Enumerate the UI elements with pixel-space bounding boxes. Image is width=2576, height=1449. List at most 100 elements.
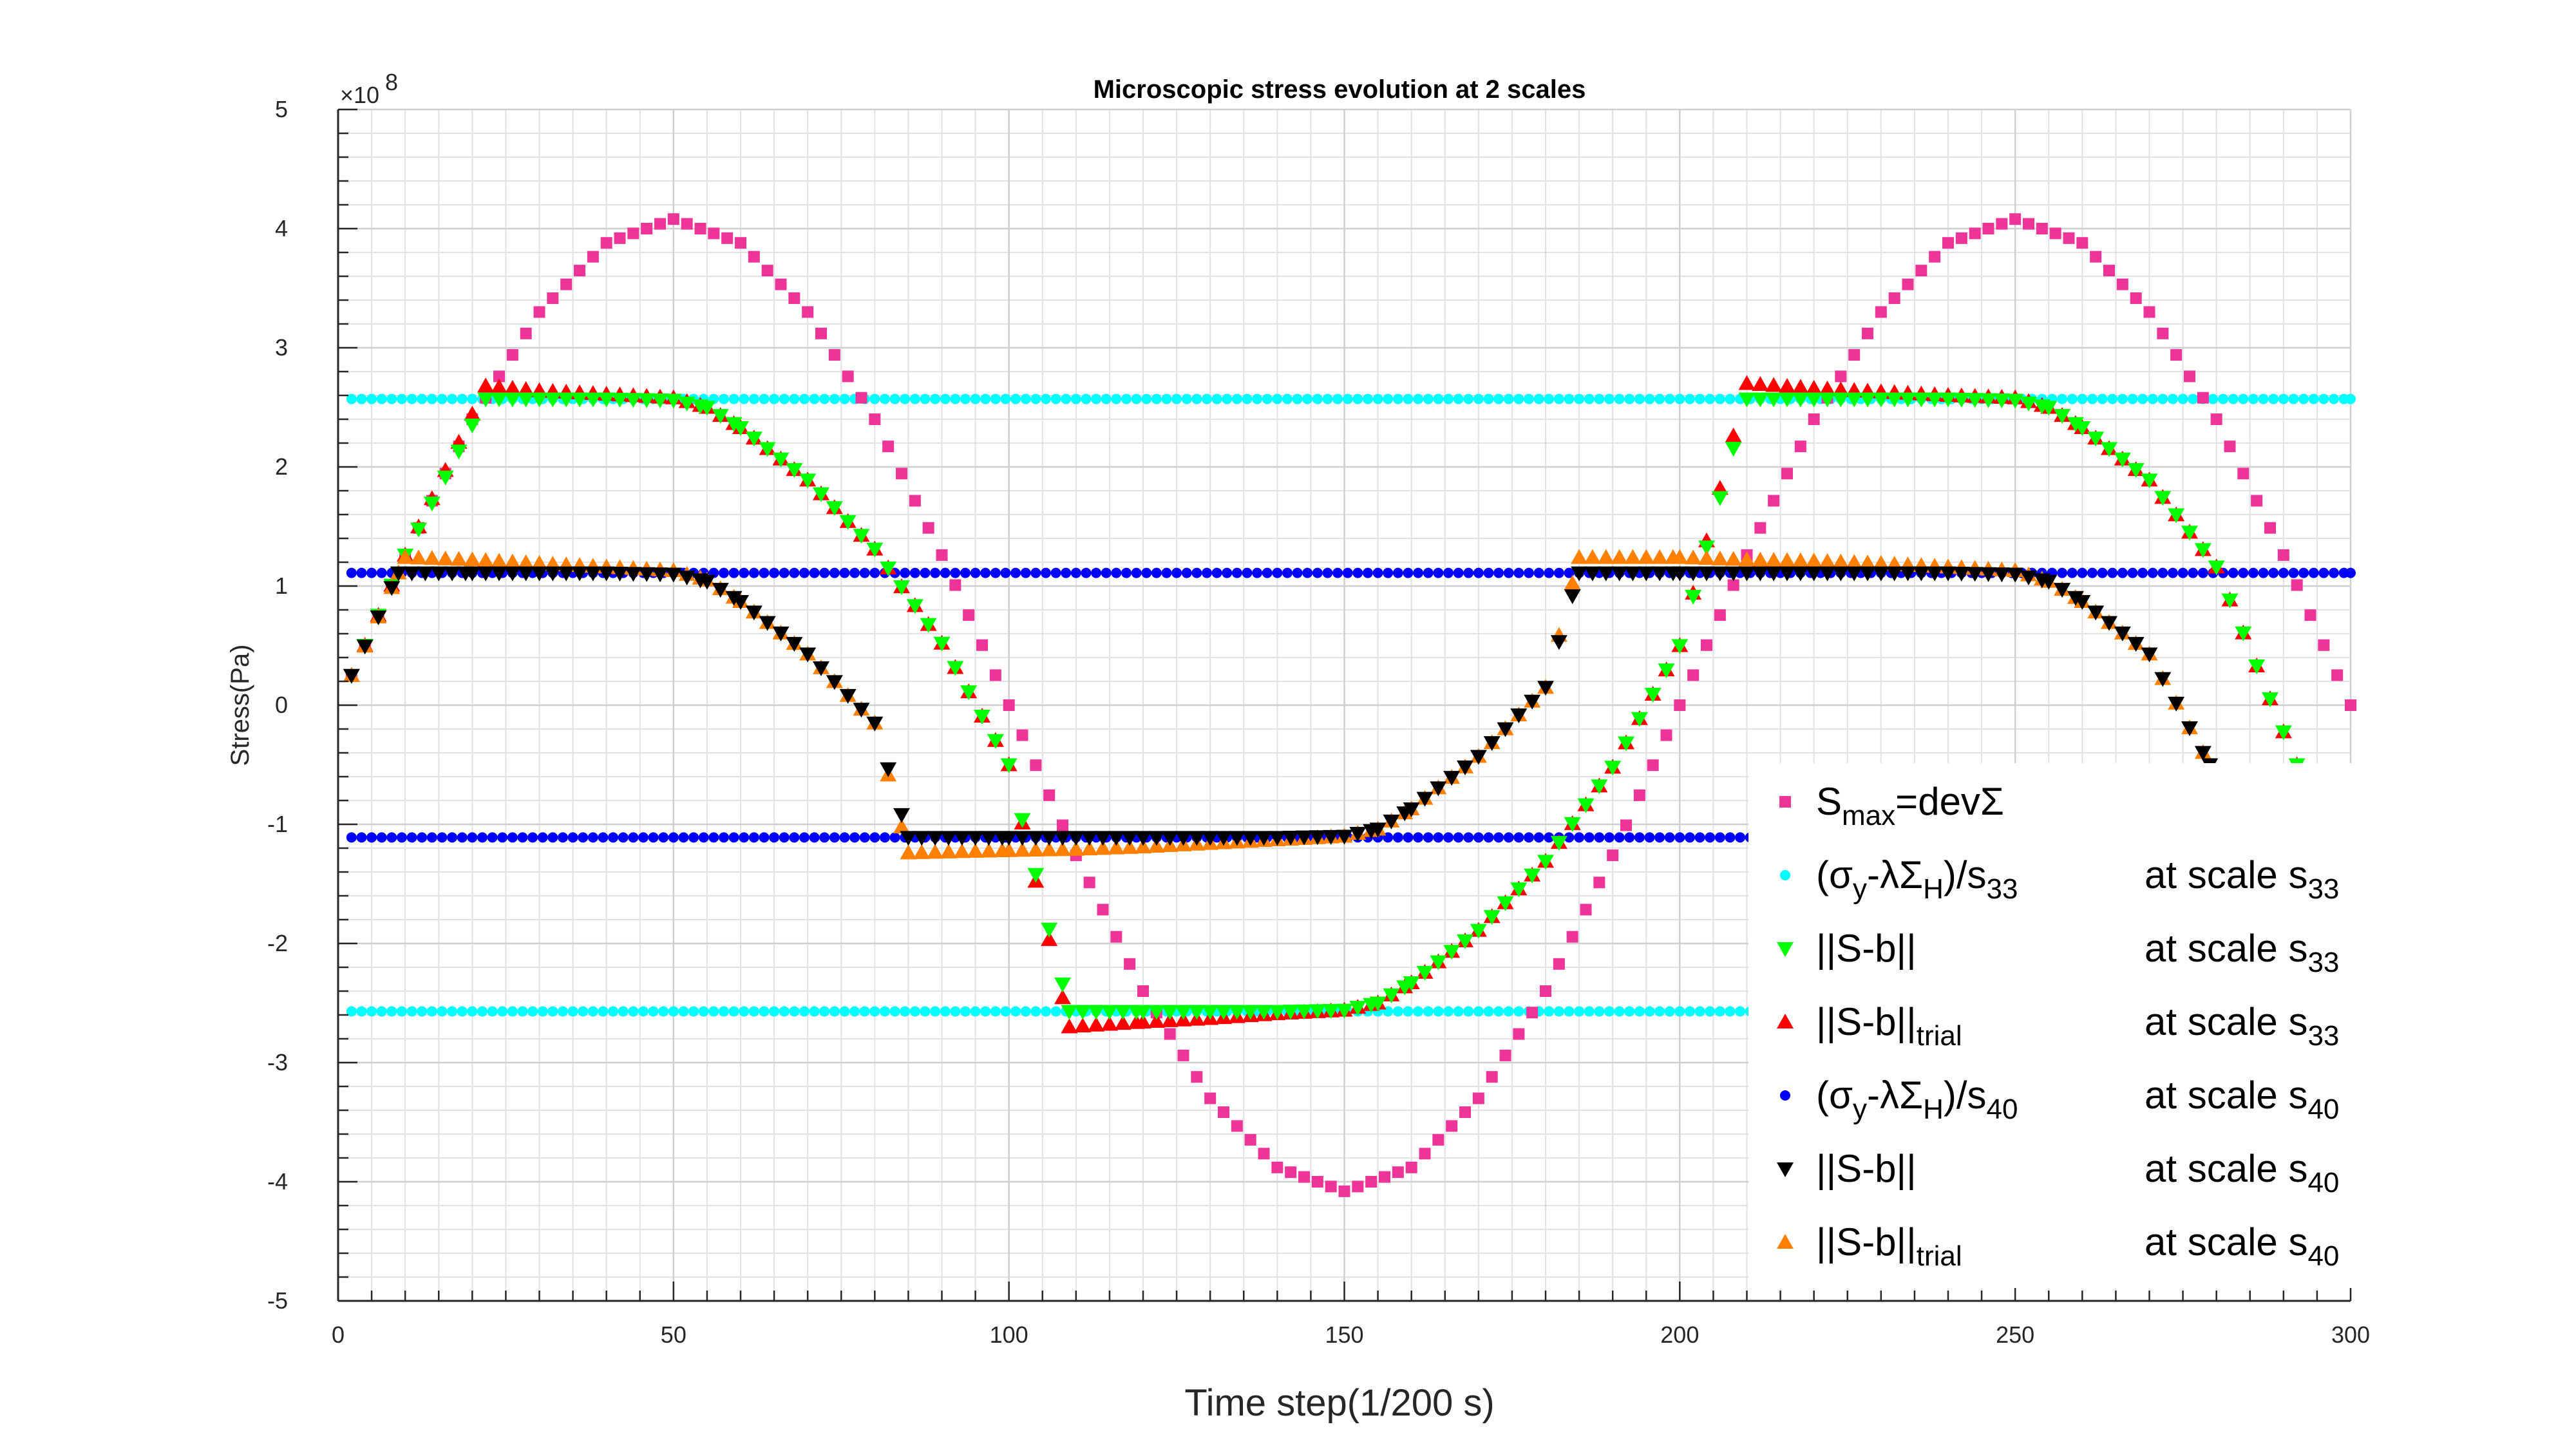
- data-point-sb33: [1309, 1004, 1326, 1019]
- data-point-threshold40: [1483, 567, 1494, 578]
- data-point-sb40: [2020, 570, 2037, 585]
- data-point-threshold33-mirror: [1040, 1006, 1051, 1017]
- data-point-threshold33-mirror: [1000, 1006, 1011, 1017]
- data-point-sb40: [866, 716, 884, 732]
- data-point-smax: [641, 223, 653, 234]
- data-point-threshold33-mirror: [1654, 1006, 1665, 1017]
- legend-text-run: =devΣ: [1895, 780, 2004, 823]
- data-point-sb40: [1993, 567, 2011, 583]
- data-point-threshold33: [1282, 393, 1293, 404]
- data-point-sb40: [1483, 736, 1501, 752]
- legend-scale-threshold40: at scale s40: [2145, 1074, 2339, 1125]
- data-point-threshold40-mirror: [406, 832, 417, 843]
- data-point-smax: [1137, 985, 1149, 997]
- data-point-sb33: [1913, 392, 1930, 408]
- data-point-threshold33-mirror: [507, 1006, 518, 1017]
- legend-entry-sb40: ||S-b|| at scale s40: [1777, 1147, 2339, 1198]
- grid: [337, 108, 2352, 1302]
- data-point-sb33: [2067, 417, 2084, 432]
- data-point-threshold40-mirror: [829, 832, 840, 843]
- data-point-threshold33: [2208, 393, 2219, 404]
- data-point-threshold33-mirror: [849, 1006, 860, 1017]
- data-point-sb33: [517, 392, 535, 408]
- data-point-threshold40-mirror: [1564, 832, 1575, 843]
- data-point-threshold40: [809, 567, 820, 578]
- data-point-sb40: [1966, 567, 1984, 582]
- data-point-threshold40: [1443, 567, 1454, 578]
- data-point-threshold40-mirror: [1594, 832, 1605, 843]
- legend-text-run: at scale s: [2145, 927, 2307, 970]
- data-point-threshold40: [1111, 567, 1122, 578]
- data-point-sbtrial33: [1779, 377, 1795, 393]
- data-point-sbtrial40: [464, 551, 481, 567]
- legend-subscript: 40: [2307, 1167, 2339, 1198]
- data-point-threshold33-mirror: [1725, 1006, 1736, 1017]
- data-point-sb40: [403, 566, 421, 582]
- legend-text-run: at scale s: [2145, 1074, 2307, 1117]
- data-point-smax: [2251, 495, 2263, 507]
- data-point-sb33: [2221, 593, 2239, 609]
- data-point-sb33: [1940, 392, 1956, 408]
- data-point-threshold40: [920, 567, 931, 578]
- data-point-sb40: [1953, 567, 1970, 582]
- data-point-smax: [1285, 1166, 1297, 1179]
- data-point-threshold40: [2197, 567, 2208, 578]
- data-point-sb40: [967, 831, 984, 846]
- data-point-threshold33-mirror: [497, 1006, 508, 1017]
- data-point-sb33: [2074, 421, 2091, 436]
- data-point-threshold33: [2107, 393, 2118, 404]
- data-point-threshold40-mirror: [1634, 832, 1645, 843]
- data-point-sb40: [1671, 566, 1689, 582]
- data-point-threshold40-mirror: [1614, 832, 1625, 843]
- data-point-threshold40: [900, 567, 911, 578]
- data-point-threshold40-mirror: [1644, 832, 1655, 843]
- data-point-threshold33-mirror: [1644, 1006, 1655, 1017]
- data-point-sb33: [491, 392, 507, 408]
- data-point-threshold33: [1423, 393, 1434, 404]
- data-point-threshold40: [1141, 567, 1152, 578]
- data-point-smax: [2264, 522, 2276, 534]
- data-point-threshold40-mirror: [1433, 832, 1444, 843]
- data-point-threshold33: [1292, 393, 1303, 404]
- data-point-sb40: [1940, 566, 1956, 582]
- data-point-sb33: [853, 529, 870, 544]
- data-point-threshold40: [1131, 567, 1142, 578]
- data-point-threshold40-mirror: [789, 832, 800, 843]
- data-point-sb40: [1188, 831, 1206, 846]
- data-point-sb40: [826, 675, 843, 690]
- data-point-threshold33: [1604, 393, 1615, 404]
- data-point-smax: [1714, 609, 1726, 621]
- data-point-smax: [1687, 669, 1700, 681]
- data-point-sbtrial33: [1074, 1018, 1092, 1033]
- data-point-sb33: [1886, 392, 1903, 408]
- data-point-sb33: [611, 392, 629, 408]
- data-point-threshold33: [839, 393, 850, 404]
- data-point-threshold40: [728, 567, 739, 578]
- y-tick-label: -4: [267, 1168, 288, 1195]
- data-point-threshold40-mirror: [396, 832, 407, 843]
- data-point-sb33: [1524, 868, 1541, 884]
- data-point-threshold40-mirror: [1654, 832, 1665, 843]
- data-point-threshold33: [447, 393, 458, 404]
- data-point-threshold33: [417, 393, 428, 404]
- data-point-threshold33-mirror: [1493, 1006, 1504, 1017]
- data-point-sb40: [2181, 721, 2198, 737]
- data-point-threshold40: [1201, 567, 1212, 578]
- data-point-sb40: [913, 831, 931, 846]
- data-point-sb40: [853, 703, 870, 718]
- data-point-sb40: [2154, 672, 2172, 687]
- data-point-threshold33: [2157, 393, 2168, 404]
- data-point-smax: [855, 392, 867, 404]
- data-point-smax: [1875, 306, 1887, 318]
- legend-scale-sbtrial40: at scale s40: [2145, 1220, 2339, 1272]
- data-point-threshold33: [1352, 393, 1363, 404]
- data-point-smax: [1258, 1148, 1270, 1160]
- data-point-sb40: [1497, 722, 1514, 737]
- data-point-smax: [842, 370, 854, 383]
- data-point-sbtrial40: [1041, 841, 1058, 857]
- legend-subscript: max: [1842, 800, 1895, 831]
- legend-subscript: H: [1923, 873, 1944, 905]
- data-point-threshold40-mirror: [598, 832, 609, 843]
- data-point-threshold33-mirror: [809, 1006, 820, 1017]
- legend-subscript: trial: [1917, 1020, 1962, 1052]
